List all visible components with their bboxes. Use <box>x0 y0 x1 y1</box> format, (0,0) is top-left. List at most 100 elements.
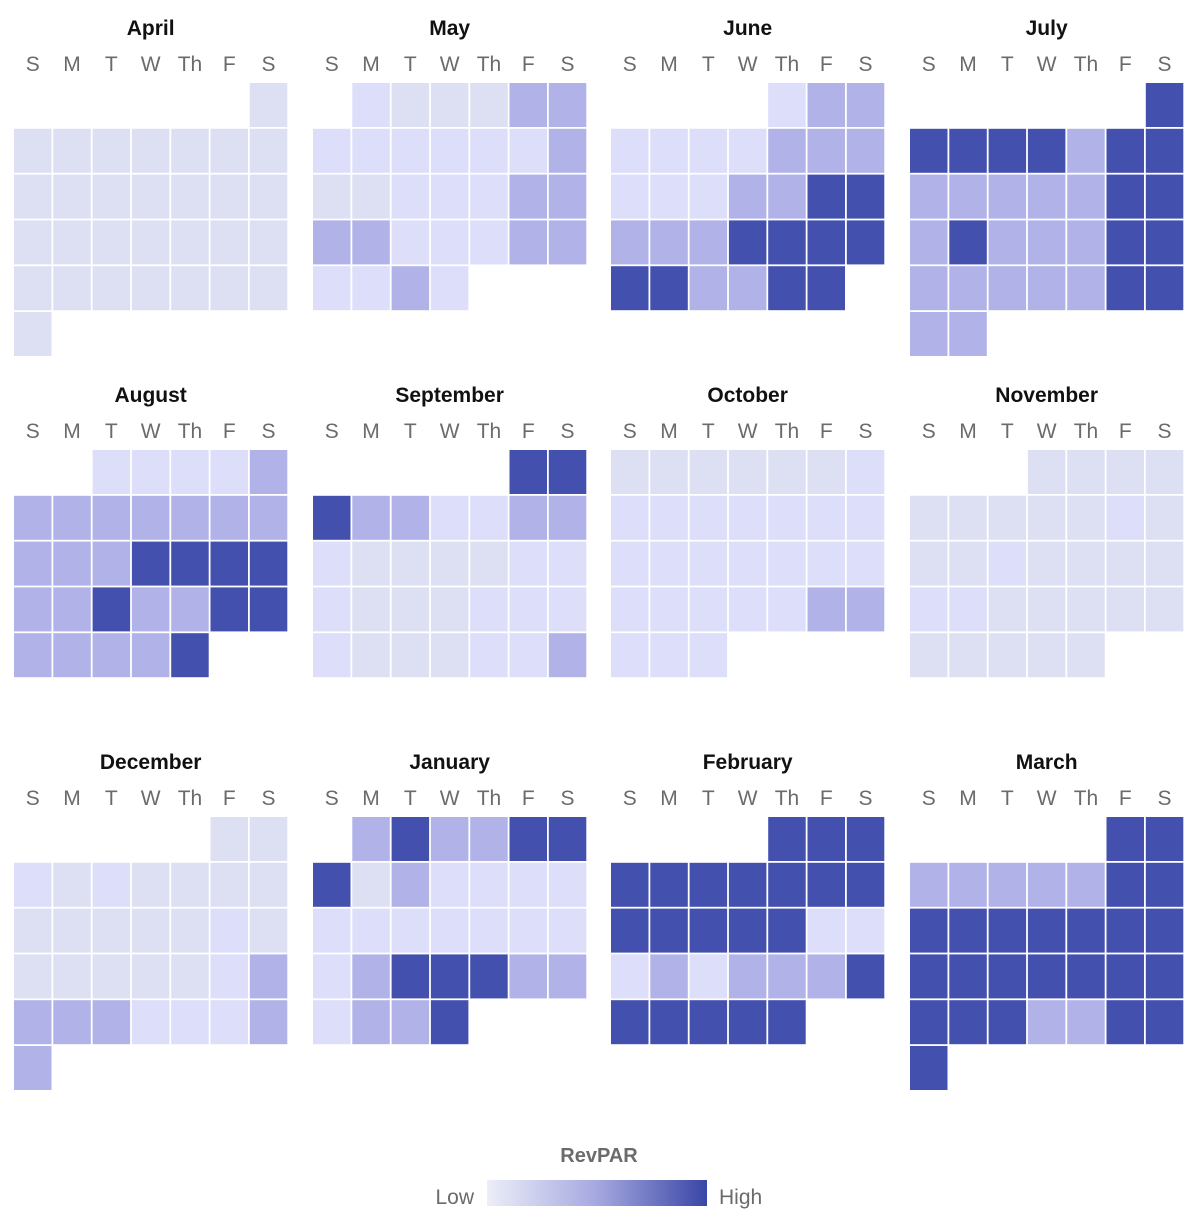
day-cell: September 24: level 2 <box>313 633 351 678</box>
day-cell: August 22: level 4 <box>92 587 131 632</box>
day-cell: August 30: level 3 <box>131 633 170 678</box>
day-cell: February 4: level 4 <box>611 862 649 907</box>
day-cell: March 21: level 4 <box>1067 954 1105 999</box>
day-cell: January 18: level 2 <box>470 908 508 953</box>
day-cell: May 29: level 2 <box>352 266 390 311</box>
weekday-label: S <box>623 420 637 443</box>
day-cell: January 12: level 2 <box>509 862 547 907</box>
day-cell: July 24: level 3 <box>949 266 987 311</box>
day-cell: June 9: level 3 <box>807 128 845 173</box>
day-cell: August 5: level 3 <box>249 450 288 494</box>
day-cell: August 2: level 2 <box>131 450 170 494</box>
day-cell: July 22: level 4 <box>1145 220 1184 265</box>
day-cell: February 2: level 4 <box>807 817 845 861</box>
day-cell: May 10: level 2 <box>430 128 469 173</box>
day-cell: May 25: level 2 <box>470 220 508 265</box>
day-cell: July 23: level 3 <box>910 266 948 311</box>
day-cell: September 30: level 3 <box>548 633 587 678</box>
day-cell: January 14: level 2 <box>313 908 351 953</box>
day-cell: August 15: level 3 <box>92 541 131 586</box>
day-cell: May 2: level 1 <box>391 83 430 127</box>
day-cell: March 8: level 4 <box>1106 862 1144 907</box>
day-cell: April 3: level 1 <box>53 128 91 173</box>
day-cell: July 17: level 4 <box>949 220 987 265</box>
day-cell: September 8: level 3 <box>509 495 547 540</box>
day-cell: July 14: level 4 <box>1106 174 1144 219</box>
day-cell: July 31: level 3 <box>949 312 987 356</box>
weekday-label: F <box>522 53 535 76</box>
day-cell: January 29: level 3 <box>352 1000 390 1045</box>
day-cell: November 13: level 1 <box>949 541 987 586</box>
day-cell: August 25: level 4 <box>210 587 248 632</box>
weekday-label: T <box>105 420 118 443</box>
day-cell: May 19: level 3 <box>509 174 547 219</box>
weekday-label: M <box>63 53 81 76</box>
day-cell: October 16: level 2 <box>650 541 688 586</box>
day-cell: June 5: level 2 <box>650 128 688 173</box>
day-cell: September 17: level 2 <box>313 587 351 632</box>
day-cell: January 24: level 4 <box>430 954 469 999</box>
day-cell: March 9: level 4 <box>1145 862 1184 907</box>
weekday-label: S <box>561 420 575 443</box>
day-cell: November 9: level 1 <box>1067 495 1105 540</box>
day-cell: November 16: level 1 <box>1067 541 1105 586</box>
day-cell: July 6: level 3 <box>1067 128 1105 173</box>
day-cell: January 9: level 3 <box>391 862 430 907</box>
day-cell: March 13: level 4 <box>1027 908 1066 953</box>
day-cell: December 27: level 2 <box>131 1000 170 1045</box>
day-cell: February 28: level 4 <box>728 1000 767 1045</box>
day-cell: September 5: level 3 <box>391 495 430 540</box>
day-cell: December 8: level 1 <box>210 862 248 907</box>
day-cell: October 22: level 2 <box>611 587 649 632</box>
day-cell: June 21: level 4 <box>728 220 767 265</box>
day-cell: February 8: level 4 <box>768 862 806 907</box>
day-cell: January 7: level 4 <box>313 862 351 907</box>
month-title: September <box>395 384 504 407</box>
weekday-label: F <box>820 420 833 443</box>
day-cell: March 2: level 4 <box>1145 817 1184 861</box>
day-cell: August 8: level 3 <box>92 495 131 540</box>
weekday-label: T <box>702 787 715 810</box>
day-cell: September 18: level 1 <box>352 587 390 632</box>
day-cell: July 9: level 3 <box>910 174 948 219</box>
day-cell: June 17: level 4 <box>846 174 885 219</box>
day-cell: December 18: level 1 <box>53 954 91 999</box>
day-cell: May 6: level 3 <box>548 83 587 127</box>
day-cell: April 29: level 1 <box>249 266 288 311</box>
weekday-label: S <box>1158 420 1172 443</box>
day-cell: October 19: level 2 <box>768 541 806 586</box>
weekday-label: W <box>1037 787 1057 810</box>
weekday-label: S <box>859 787 873 810</box>
day-cell: May 8: level 2 <box>352 128 390 173</box>
month-title: November <box>995 384 1098 407</box>
day-cell: December 15: level 2 <box>210 908 248 953</box>
day-cell: July 2: level 4 <box>910 128 948 173</box>
weekday-label: Th <box>1074 420 1099 443</box>
weekday-label: F <box>820 787 833 810</box>
day-cell: January 27: level 3 <box>548 954 587 999</box>
day-cell: April 6: level 1 <box>171 128 209 173</box>
day-cell: July 10: level 3 <box>949 174 987 219</box>
weekday-label: W <box>141 787 161 810</box>
weekday-label: T <box>404 787 417 810</box>
day-cell: November 26: level 1 <box>910 633 948 678</box>
day-cell: May 12: level 2 <box>509 128 547 173</box>
weekday-label: Th <box>775 420 800 443</box>
weekday-label: S <box>1158 787 1172 810</box>
day-cell: February 5: level 4 <box>650 862 688 907</box>
day-cell: April 16: level 1 <box>14 220 52 265</box>
day-cell: January 25: level 4 <box>470 954 508 999</box>
day-cell: May 24: level 2 <box>430 220 469 265</box>
day-cell: December 10: level 1 <box>14 908 52 953</box>
weekday-label: W <box>440 53 460 76</box>
day-cell: January 10: level 2 <box>430 862 469 907</box>
day-cell: December 20: level 1 <box>131 954 170 999</box>
day-cell: February 9: level 4 <box>807 862 845 907</box>
weekday-label: S <box>859 420 873 443</box>
day-cell: February 15: level 4 <box>768 908 806 953</box>
month-title: December <box>100 751 202 774</box>
